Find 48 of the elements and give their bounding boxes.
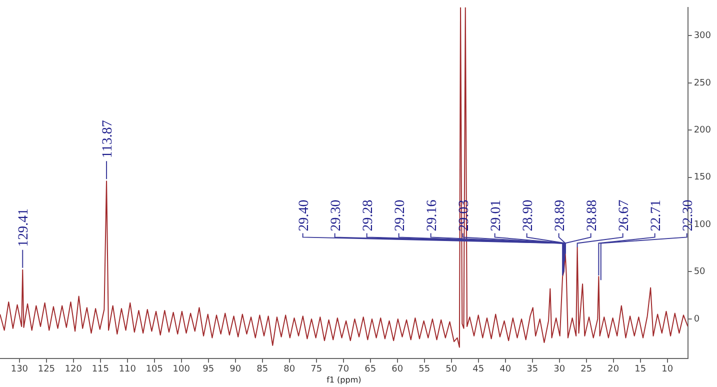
x-tick-label: 15: [634, 364, 646, 374]
annotation: 129.41: [16, 208, 32, 247]
annotation: 29.01: [488, 200, 504, 232]
annotation: 29.30: [328, 200, 344, 232]
x-tick-label: 35: [526, 364, 538, 374]
x-tick-label: 55: [418, 364, 430, 374]
y-tick-label: 250: [694, 78, 712, 88]
y-tick-label: 300: [694, 31, 712, 42]
x-tick-label: 130: [10, 364, 28, 374]
x-tick-label: 95: [202, 364, 214, 374]
x-tick-label: 110: [118, 364, 136, 374]
y-tick-label: 200: [694, 125, 712, 136]
annotation: 28.88: [584, 200, 600, 232]
annotation: 29.16: [424, 200, 440, 232]
x-tick-label: 100: [172, 364, 190, 374]
x-tick-label: 115: [92, 364, 110, 374]
x-tick-label: 30: [554, 364, 566, 374]
annotation: 113.87: [100, 120, 116, 158]
annotation: 29.03: [456, 200, 472, 232]
x-tick-label: 75: [310, 364, 322, 374]
x-tick-label: 40: [500, 364, 512, 374]
x-tick-label: 125: [38, 364, 56, 374]
x-tick-label: 25: [580, 364, 592, 374]
y-tick-label: 150: [694, 172, 712, 183]
x-tick-label: 45: [472, 364, 484, 374]
y-tick-label: 50: [694, 267, 706, 278]
annotation: 28.90: [520, 200, 536, 232]
x-tick-label: 80: [284, 364, 296, 374]
x-tick-label: 50: [446, 364, 458, 374]
annotation: 28.89: [552, 200, 568, 232]
annotation: 29.28: [360, 200, 376, 232]
x-tick-label: 10: [662, 364, 674, 374]
x-tick-label: 105: [146, 364, 164, 374]
annotation: 22.71: [648, 200, 664, 232]
annotation: 29.20: [392, 200, 408, 232]
x-tick-label: 70: [338, 364, 350, 374]
x-axis-title: f1 (ppm): [326, 375, 362, 384]
annotation: 26.67: [616, 200, 632, 232]
annotation: 22.30: [680, 200, 696, 232]
x-tick-label: 65: [364, 364, 376, 374]
y-tick-label: 0: [694, 314, 700, 324]
x-tick-label: 60: [392, 364, 404, 374]
annotation: 29.40: [296, 200, 312, 232]
x-tick-label: 20: [608, 364, 620, 374]
x-tick-label: 90: [230, 364, 242, 374]
x-tick-label: 120: [64, 364, 82, 374]
y-tick-label: 100: [694, 220, 712, 230]
x-tick-label: 85: [256, 364, 268, 374]
